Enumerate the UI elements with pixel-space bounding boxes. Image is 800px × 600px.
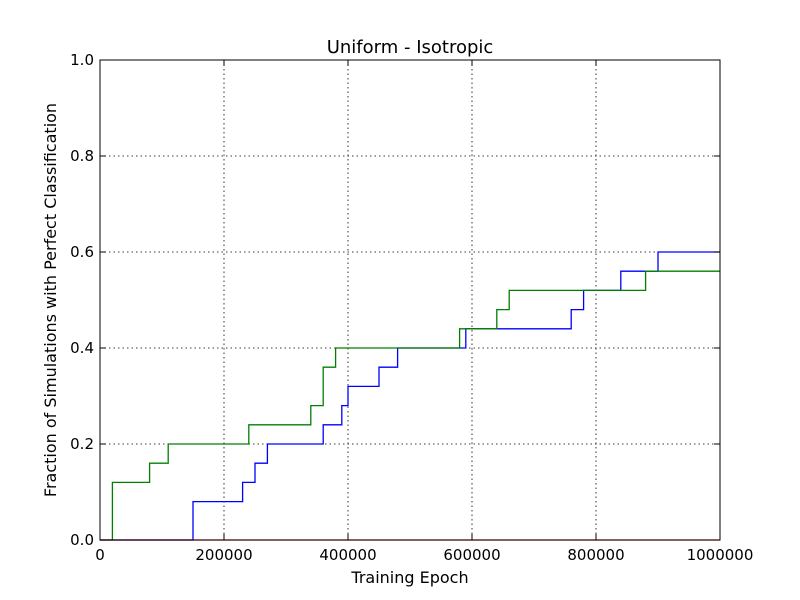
series-group	[100, 251, 720, 541]
series-line-2	[100, 270, 720, 541]
y-tick-label: 0.0	[70, 531, 94, 549]
x-tick-label: 800000	[567, 546, 624, 564]
x-tick-label: 400000	[319, 546, 376, 564]
y-axis-label: Fraction of Simulations with Perfect Cla…	[41, 103, 60, 497]
y-tick-label: 0.4	[70, 339, 94, 357]
y-tick-labels: 0.0 0.2 0.4 0.6 0.8 1.0	[70, 51, 94, 549]
x-tick-label: 600000	[443, 546, 500, 564]
x-tick-labels: 0 200000 400000 600000 800000 1000000	[95, 546, 753, 564]
series-line-1	[100, 251, 720, 541]
y-tick-label: 0.2	[70, 435, 94, 453]
y-tick-label: 0.8	[70, 147, 94, 165]
x-axis-label: Training Epoch	[350, 568, 468, 587]
y-tick-label: 1.0	[70, 51, 94, 69]
ticks	[99, 59, 721, 541]
x-tick-label: 1000000	[687, 546, 754, 564]
grid	[99, 59, 721, 541]
x-tick-label: 200000	[195, 546, 252, 564]
y-tick-label: 0.6	[70, 243, 94, 261]
chart-title: Uniform - Isotropic	[327, 37, 494, 58]
plot-frame	[99, 59, 721, 541]
x-tick-label: 0	[95, 546, 105, 564]
